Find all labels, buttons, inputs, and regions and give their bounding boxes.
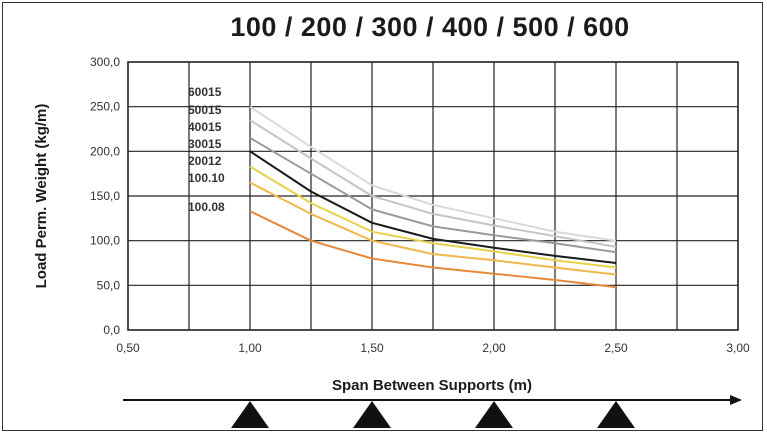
support-markers xyxy=(123,395,742,428)
support-triangle-icon xyxy=(231,401,269,428)
x-tick-labels: 0,50 1,00 1,50 2,00 2,50 3,00 xyxy=(116,341,750,355)
series-label: 20012 xyxy=(188,154,222,168)
grid xyxy=(127,61,739,331)
y-tick-label: 150,0 xyxy=(90,189,120,203)
y-tick-labels: 0,0 50,0 100,0 150,0 200,0 250,0 300,0 xyxy=(90,55,120,337)
y-tick-label: 300,0 xyxy=(90,55,120,69)
y-tick-label: 250,0 xyxy=(90,100,120,114)
series-label: 100.08 xyxy=(188,200,225,214)
series-line-100.10 xyxy=(249,181,617,276)
support-triangle-icon xyxy=(353,401,391,428)
chart-title: 100 / 200 / 300 / 400 / 500 / 600 xyxy=(230,12,630,42)
chart-frame xyxy=(2,2,763,431)
series-line-50015 xyxy=(249,119,617,248)
series-line-40015 xyxy=(249,137,617,254)
y-axis-label: Load Perm. Weight (kg/m) xyxy=(33,104,50,289)
x-tick-label: 2,50 xyxy=(604,341,628,355)
series-labels: 60015 50015 40015 30015 20012 100.10 100.08 xyxy=(188,85,225,214)
x-tick-label: 1,50 xyxy=(360,341,384,355)
y-tick-label: 200,0 xyxy=(90,144,120,158)
x-axis-label: Span Between Supports (m) xyxy=(332,377,532,394)
x-tick-label: 1,00 xyxy=(238,341,262,355)
series-line-60015 xyxy=(249,105,617,242)
series-label: 60015 xyxy=(188,85,222,99)
x-tick-label: 3,00 xyxy=(726,341,750,355)
arrow-head-icon xyxy=(730,395,742,405)
series-lines xyxy=(249,105,617,289)
series-line-100.08 xyxy=(249,210,617,289)
support-triangle-icon xyxy=(597,401,635,428)
series-line-20012 xyxy=(249,165,617,269)
series-label: 100.10 xyxy=(188,171,225,185)
series-label: 30015 xyxy=(188,137,222,151)
support-triangle-icon xyxy=(475,401,513,428)
y-tick-label: 100,0 xyxy=(90,234,120,248)
series-label: 50015 xyxy=(188,103,222,117)
y-tick-label: 0,0 xyxy=(103,323,120,337)
y-tick-label: 50,0 xyxy=(97,278,121,292)
x-tick-label: 2,00 xyxy=(482,341,506,355)
series-line-30015 xyxy=(249,150,617,264)
series-label: 40015 xyxy=(188,120,222,134)
x-tick-label: 0,50 xyxy=(116,341,140,355)
